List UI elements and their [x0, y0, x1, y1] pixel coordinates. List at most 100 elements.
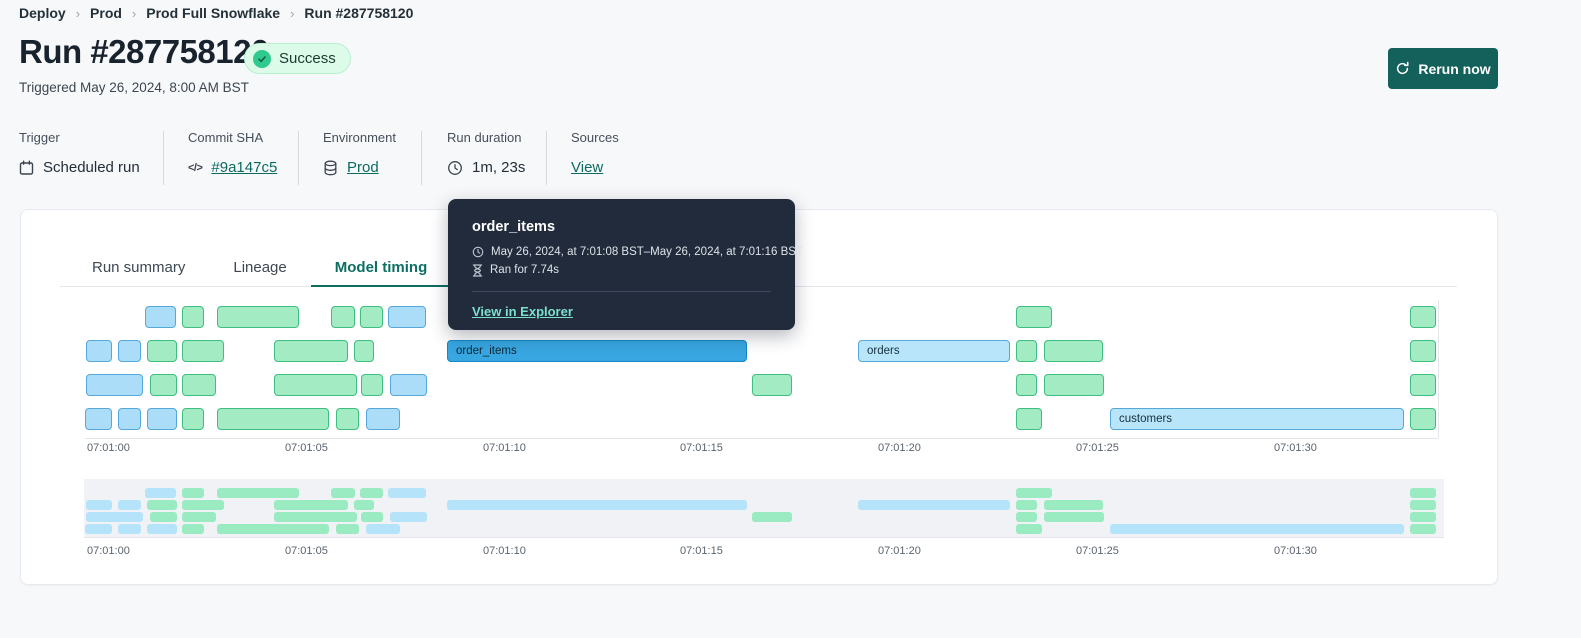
tab-model-timing[interactable]: Model timing	[310, 250, 452, 287]
gantt-bar[interactable]	[360, 306, 383, 328]
axis-tick: 07:01:00	[87, 545, 130, 557]
model-tooltip: order_items May 26, 2024, at 7:01:08 BST…	[448, 199, 803, 330]
gantt-bar[interactable]	[1410, 408, 1436, 430]
breadcrumb-deploy[interactable]: Deploy	[19, 5, 66, 21]
gantt-bar[interactable]	[366, 408, 400, 430]
gantt-bar[interactable]	[182, 306, 204, 328]
gantt-bar[interactable]	[361, 374, 383, 396]
gantt-bar[interactable]	[1044, 340, 1103, 362]
gantt-bar[interactable]	[336, 408, 359, 430]
code-icon: </>	[188, 161, 203, 174]
minimap-bar	[150, 512, 177, 522]
gantt-bar[interactable]	[1016, 374, 1037, 396]
gantt-bar-customers[interactable]: customers	[1110, 408, 1404, 430]
chevron-separator-icon: ›	[131, 5, 137, 21]
gantt-bar[interactable]	[274, 374, 357, 396]
calendar-icon	[19, 160, 34, 176]
environment-label: Environment	[323, 130, 396, 145]
tab-run-summary[interactable]: Run summary	[92, 259, 186, 276]
minimap-bar	[145, 488, 176, 498]
breadcrumb: Deploy › Prod › Prod Full Snowflake › Ru…	[19, 5, 413, 21]
view-in-explorer-link[interactable]: View in Explorer	[472, 304, 573, 319]
minimap-bar	[1410, 488, 1436, 498]
minimap-bar	[182, 512, 216, 522]
gantt-bar[interactable]	[1410, 340, 1436, 362]
gantt-bar[interactable]	[354, 340, 374, 362]
divider	[298, 131, 299, 185]
gantt-bar-order_items[interactable]: order_items	[447, 340, 747, 362]
gantt-bar[interactable]	[1410, 374, 1436, 396]
gantt-bar[interactable]	[388, 306, 426, 328]
gantt-bar[interactable]	[1016, 340, 1037, 362]
gantt-bar[interactable]	[752, 374, 792, 396]
time-axis-line	[85, 438, 1438, 439]
gantt-bar-orders[interactable]: orders	[858, 340, 1010, 362]
breadcrumb-job[interactable]: Prod Full Snowflake	[146, 5, 281, 21]
meta-duration: Run duration 1m, 23s	[447, 130, 525, 176]
chevron-separator-icon: ›	[75, 5, 81, 21]
gantt-bar[interactable]	[274, 340, 348, 362]
duration-value: 1m, 23s	[472, 159, 526, 176]
meta-sources: Sources View	[571, 130, 619, 176]
minimap-bar	[360, 488, 383, 498]
gantt-bar[interactable]	[1016, 408, 1042, 430]
duration-label: Run duration	[447, 130, 522, 145]
status-label: Success	[279, 50, 336, 67]
commit-sha-link[interactable]: #9a147c5	[211, 159, 278, 176]
status-badge: Success	[244, 43, 351, 74]
tab-lineage[interactable]: Lineage	[233, 259, 287, 276]
gantt-bar[interactable]	[147, 340, 177, 362]
minimap-bar	[1410, 500, 1436, 510]
axis-tick: 07:01:10	[483, 545, 526, 557]
gantt-bar[interactable]	[182, 408, 204, 430]
gantt-bar[interactable]	[1410, 306, 1436, 328]
gantt-bar[interactable]	[182, 340, 224, 362]
gantt-bar[interactable]	[85, 408, 112, 430]
chevron-separator-icon: ›	[290, 5, 295, 21]
minimap-bar	[858, 500, 1010, 510]
gantt-bar[interactable]	[182, 374, 216, 396]
rerun-now-button[interactable]: Rerun now	[1388, 48, 1498, 89]
success-check-icon	[253, 49, 271, 68]
gantt-bar[interactable]	[118, 340, 141, 362]
plot-right-border	[1438, 300, 1439, 438]
sources-label: Sources	[571, 130, 619, 145]
minimap-bar	[182, 524, 204, 534]
trigger-value: Scheduled run	[43, 159, 140, 176]
axis-tick: 07:01:00	[87, 442, 130, 454]
axis-tick: 07:01:05	[285, 545, 328, 557]
sources-view-link[interactable]: View	[571, 159, 604, 176]
clock-icon	[447, 160, 463, 176]
gantt-bar[interactable]	[1016, 306, 1052, 328]
gantt-bar[interactable]	[147, 408, 177, 430]
minimap-bar	[85, 524, 112, 534]
gantt-bar[interactable]	[150, 374, 177, 396]
minimap-bar	[147, 500, 177, 510]
minimap-bar	[1044, 512, 1104, 522]
minimap-bar	[217, 488, 299, 498]
minimap-bar	[1016, 488, 1052, 498]
axis-tick: 07:01:25	[1076, 442, 1119, 454]
gantt-bar[interactable]	[331, 306, 355, 328]
meta-environment: Environment Prod	[323, 130, 396, 176]
gantt-bar[interactable]	[1044, 374, 1104, 396]
minimap-bar	[390, 512, 427, 522]
gantt-bar[interactable]	[145, 306, 176, 328]
minimap-bar	[447, 500, 747, 510]
axis-tick: 07:01:15	[680, 442, 723, 454]
minimap-bar	[86, 512, 143, 522]
gantt-bar[interactable]	[86, 340, 112, 362]
gantt-bar[interactable]	[217, 306, 299, 328]
environment-link[interactable]: Prod	[347, 159, 379, 176]
gantt-bar[interactable]	[86, 374, 143, 396]
gantt-bar[interactable]	[118, 408, 141, 430]
minimap-bar	[1410, 524, 1436, 534]
minimap-bar	[752, 512, 792, 522]
page-title: Run #287758120	[19, 33, 269, 70]
minimap-bar	[182, 488, 204, 498]
axis-tick: 07:01:30	[1274, 545, 1317, 557]
rerun-now-label: Rerun now	[1418, 60, 1491, 77]
breadcrumb-prod[interactable]: Prod	[90, 5, 122, 21]
gantt-bar[interactable]	[217, 408, 329, 430]
gantt-bar[interactable]	[390, 374, 427, 396]
